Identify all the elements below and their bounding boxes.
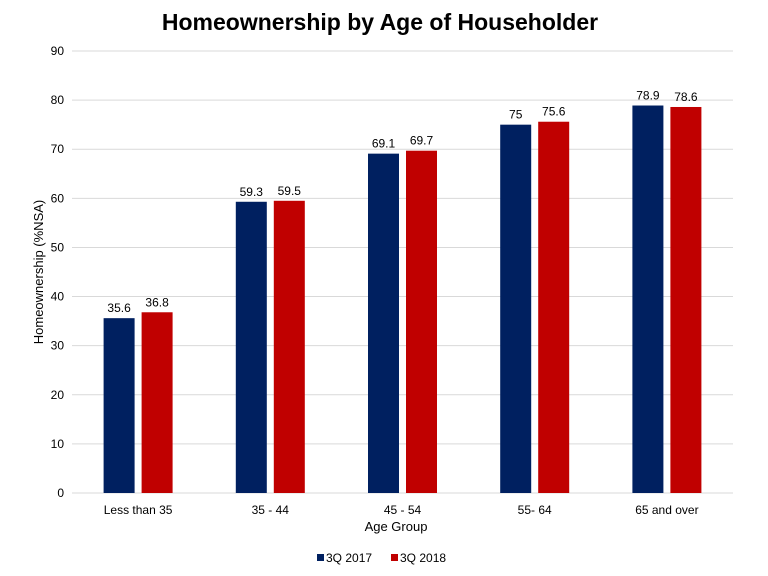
data-label: 69.1 [372, 137, 396, 151]
chart-title: Homeownership by Age of Householder [162, 9, 598, 35]
x-tick-label: 35 - 44 [252, 503, 290, 517]
bars [103, 105, 702, 494]
legend-swatch [317, 554, 324, 561]
data-label: 69.7 [410, 134, 434, 148]
bar [500, 124, 532, 494]
data-label: 36.8 [145, 295, 169, 309]
data-label: 78.9 [636, 89, 660, 103]
data-label: 59.5 [278, 184, 302, 198]
data-label: 75 [509, 108, 523, 122]
bar [141, 312, 173, 493]
data-label: 59.3 [240, 185, 264, 199]
gridlines [72, 50, 733, 494]
bar [235, 201, 267, 493]
data-label: 78.6 [674, 90, 698, 104]
x-tick-label: 45 - 54 [384, 503, 422, 517]
bar [406, 150, 437, 493]
legend-swatch [391, 554, 398, 561]
bar [538, 121, 570, 493]
x-tick-label: 65 and over [635, 503, 698, 517]
y-axis-title: Homeownership (%NSA) [31, 200, 46, 345]
y-tick-label: 50 [51, 240, 65, 254]
y-tick-label: 60 [51, 191, 65, 205]
y-tick-label: 0 [57, 486, 64, 500]
data-labels: 35.6 36.8 59.3 59.5 69.1 69.7 75 75.6 78.9 78.6 [107, 89, 697, 316]
y-tick-label: 40 [51, 290, 65, 304]
bar [368, 153, 399, 494]
y-tick-label: 30 [51, 339, 65, 353]
data-label: 35.6 [107, 301, 131, 315]
legend-label: 3Q 2018 [400, 551, 446, 565]
legend-label: 3Q 2017 [326, 551, 372, 565]
y-tick-label: 70 [51, 142, 65, 156]
bar [103, 318, 135, 493]
bar [632, 105, 664, 493]
y-tick-label: 10 [51, 437, 65, 451]
x-axis-title: Age Group [365, 519, 428, 534]
bar [670, 106, 702, 493]
x-tick-label: Less than 35 [104, 503, 173, 517]
bar [273, 200, 305, 494]
y-tick-label: 90 [51, 44, 65, 58]
y-tick-label: 80 [51, 93, 65, 107]
data-label: 75.6 [542, 105, 566, 119]
x-tick-label: 55- 64 [518, 503, 552, 517]
y-tick-label: 20 [51, 388, 65, 402]
x-axis-ticks: Less than 35 35 - 44 45 - 54 55- 64 65 and o… [104, 503, 699, 517]
legend: 3Q 2017 3Q 2018 [317, 551, 446, 565]
y-axis-ticks: 0 10 20 30 40 50 60 70 80 90 [51, 44, 65, 500]
